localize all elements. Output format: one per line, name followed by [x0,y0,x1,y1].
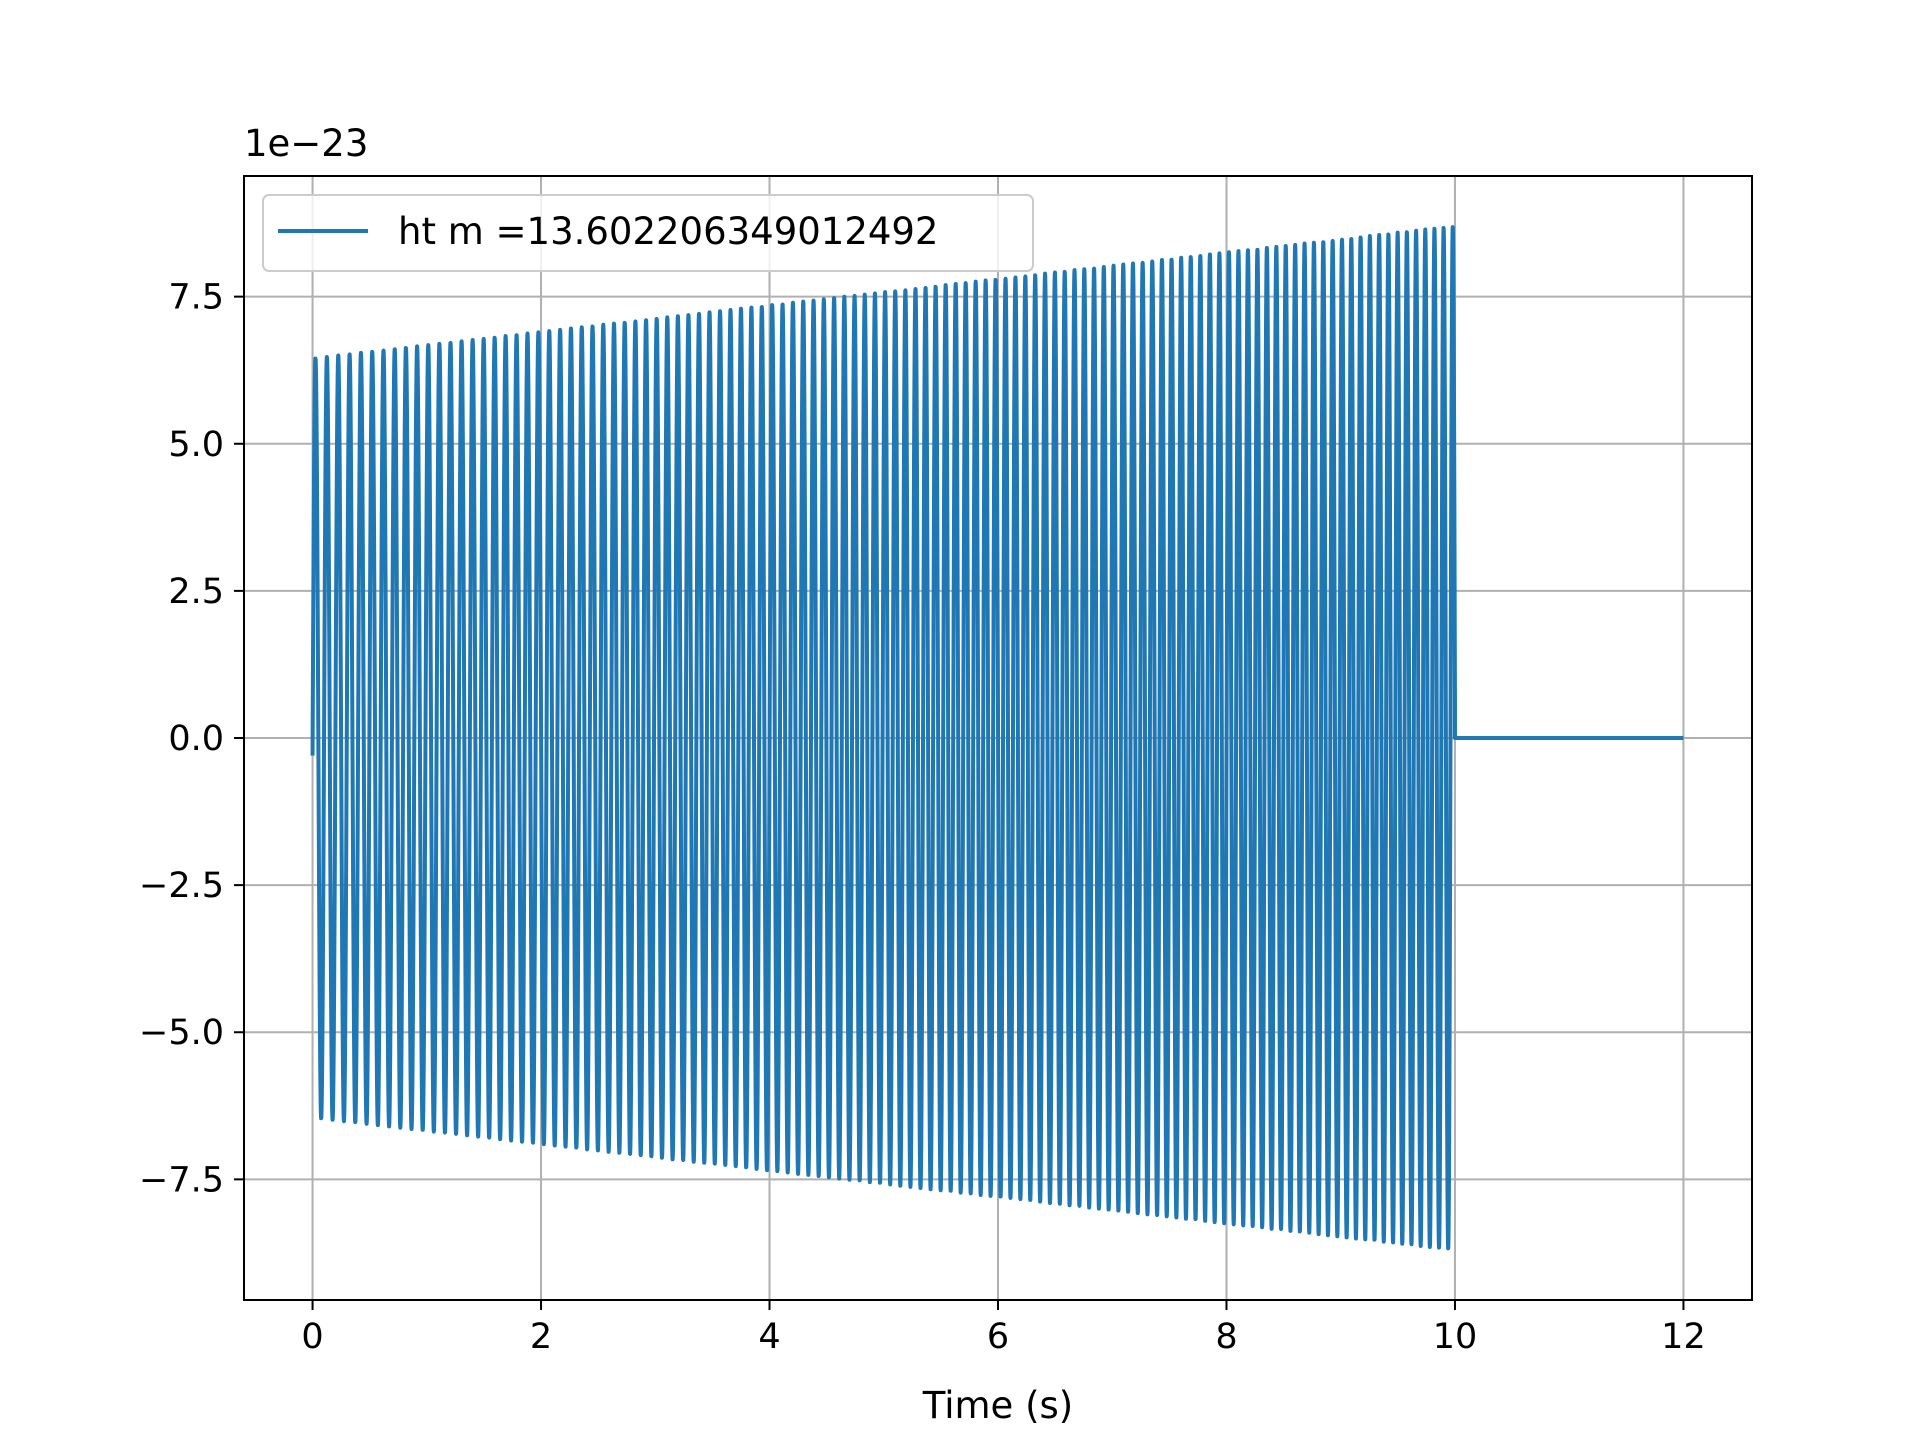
x-tick-label: 8 [1215,1317,1237,1357]
x-tick-label: 12 [1661,1317,1706,1357]
y-tick-label: 0.0 [168,719,224,759]
y-offset-text: 1e−23 [244,122,368,165]
y-tick-label: 2.5 [168,572,224,612]
plot-area [310,225,1684,1251]
x-tick-label: 0 [301,1317,323,1357]
legend-entry-label: ht m =13.602206349012492 [398,210,938,253]
legend-box [262,194,1034,272]
x-tick-label: 6 [987,1317,1009,1357]
x-tick-label: 10 [1433,1317,1478,1357]
series-line-ht [310,225,1684,1251]
x-axis-label: Time (s) [922,1384,1073,1427]
y-tick-label: 7.5 [168,278,224,318]
y-tick-label: −5.0 [139,1013,224,1053]
x-tick-label: 2 [530,1317,552,1357]
y-tick-label: −2.5 [139,866,224,906]
y-tick-label: 5.0 [168,425,224,465]
y-tick-label: −7.5 [139,1160,224,1200]
axis-ticks: 0 2 4 6 8 10 12 −7.5 −5.0 −2.5 0.0 2.5 5.0 7.5 [139,278,1706,1357]
legend: ht m =13.602206349012492 [262,194,1034,272]
x-tick-label: 4 [758,1317,780,1357]
